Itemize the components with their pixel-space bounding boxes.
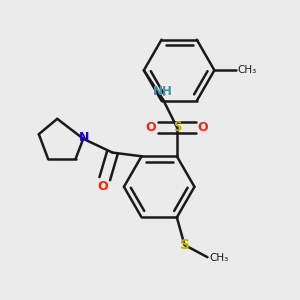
Text: O: O [97,180,108,193]
Text: O: O [197,121,208,134]
Text: CH₃: CH₃ [237,65,257,75]
Text: NH: NH [153,85,173,98]
Text: S: S [172,120,181,134]
Text: S: S [179,238,190,252]
Text: O: O [146,121,156,134]
Text: CH₃: CH₃ [209,254,228,263]
Text: N: N [79,131,89,144]
